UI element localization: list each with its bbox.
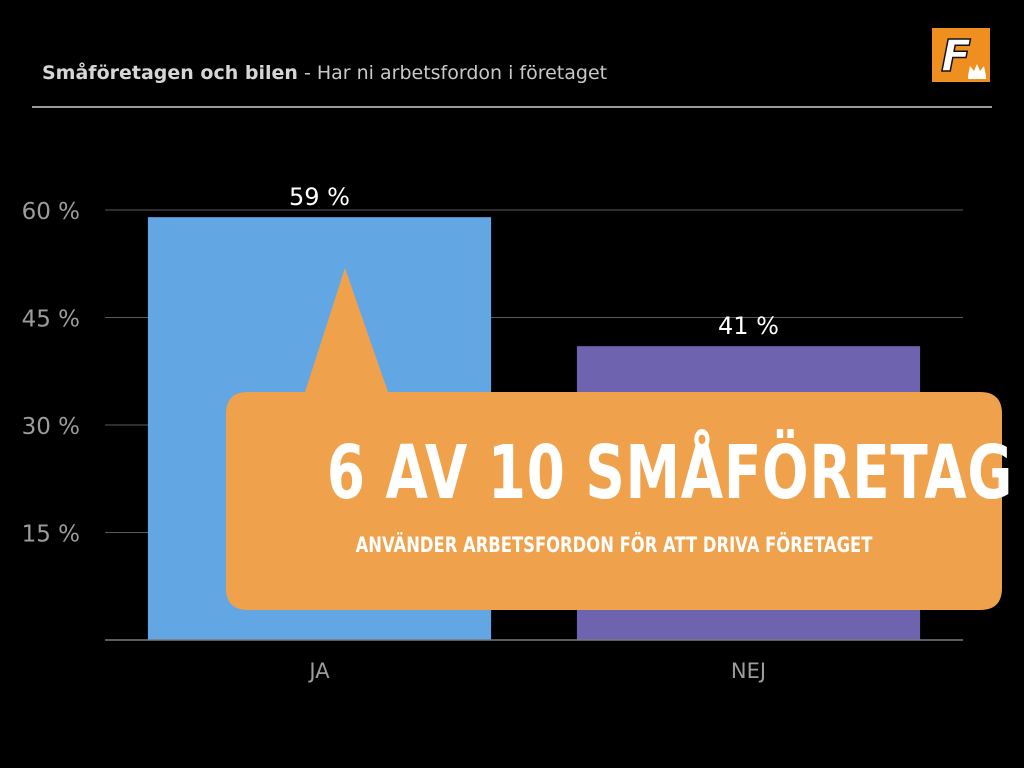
logo-letter: F — [941, 31, 971, 82]
logo: F — [932, 28, 990, 82]
callout-headline: 6 AV 10 SMÅFÖRETAG — [326, 430, 1014, 516]
chart-subtitle: - Har ni arbetsfordon i företaget — [297, 62, 608, 84]
y-tick-label: 30 % — [22, 414, 80, 440]
crown-icon — [968, 64, 986, 79]
value-labels: 59 % 41 % — [289, 183, 779, 340]
value-label: 59 % — [289, 183, 350, 211]
chart-title: Småföretagen och bilen — [42, 62, 298, 84]
y-tick-label: 15 % — [22, 522, 80, 548]
header-divider — [32, 106, 992, 108]
y-tick-label: 60 % — [22, 199, 80, 225]
y-tick-label: 45 % — [22, 307, 80, 333]
callout-subline: ANVÄNDER ARBETSFORDON FÖR ATT DRIVA FÖRE… — [355, 533, 873, 557]
callout-bubble — [226, 268, 1002, 610]
chart-header: Småföretagen och bilen - Har ni arbetsfo… — [42, 58, 607, 88]
x-tick-label: JA — [307, 659, 330, 683]
y-axis-ticks: 15 % 30 % 45 % 60 % — [22, 199, 80, 548]
x-tick-label: NEJ — [731, 659, 766, 683]
value-label: 41 % — [718, 312, 779, 340]
x-axis-ticks: JA NEJ — [307, 659, 766, 683]
